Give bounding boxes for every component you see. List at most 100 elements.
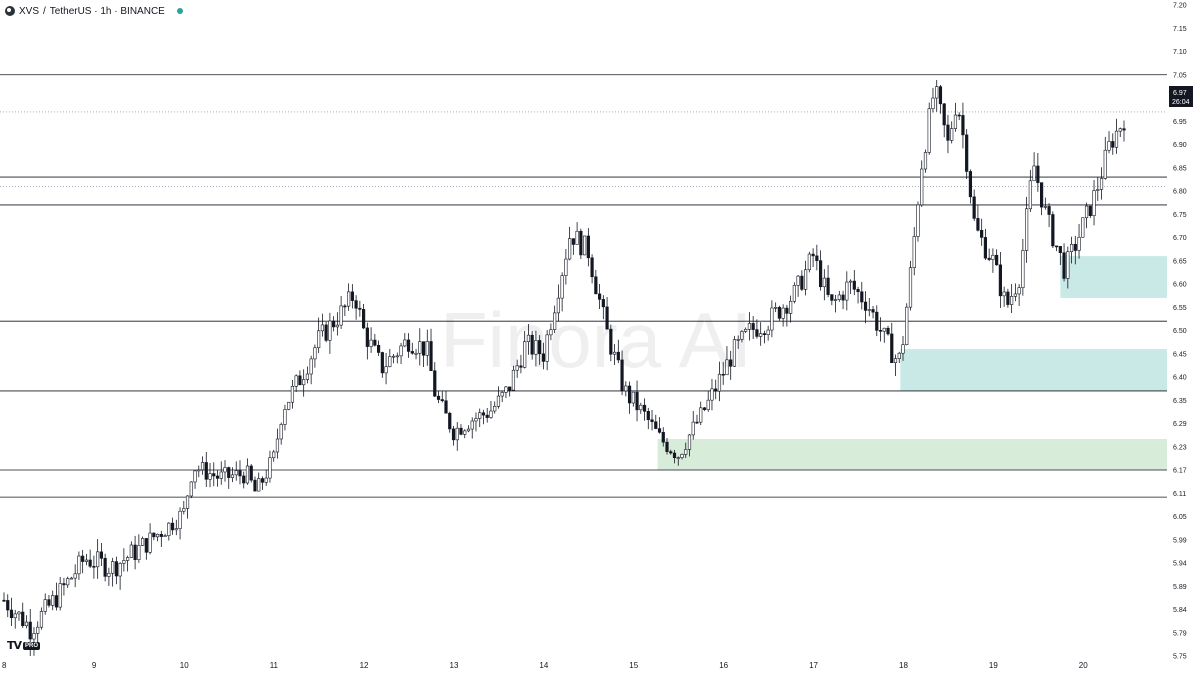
time-axis-label: 10 <box>180 661 189 670</box>
zone-green-lower[interactable] <box>657 439 1167 470</box>
candle-body <box>354 300 358 309</box>
candle-body <box>1088 205 1092 216</box>
candle-body <box>227 467 231 478</box>
candle-body <box>676 457 680 459</box>
candle-body <box>871 309 875 313</box>
candle-body <box>942 103 946 126</box>
candle-body <box>519 365 523 368</box>
candle-body <box>957 114 961 117</box>
candle-body <box>508 386 512 391</box>
zone-teal-upper[interactable] <box>1060 256 1167 298</box>
candle-body <box>972 196 976 219</box>
candle-body <box>21 611 25 627</box>
symbol-details: TetherUS · 1h · BINANCE <box>49 5 165 17</box>
time-axis[interactable]: 8 9 10 11 12 13 14 15 16 17 18 19 20 <box>2 661 1088 670</box>
price-axis-label: 5.79 <box>1173 630 1187 637</box>
candle-body <box>152 532 156 538</box>
candle-body <box>912 236 916 269</box>
candle-body <box>317 330 321 349</box>
candle-body <box>605 306 609 330</box>
candle-body <box>358 307 362 310</box>
candle-body <box>1114 130 1119 148</box>
candle-body <box>163 535 167 538</box>
candle-body <box>950 128 954 141</box>
candle-body <box>466 428 471 432</box>
candle-body <box>189 481 193 497</box>
candle-body <box>391 355 396 358</box>
price-axis-label: 7.15 <box>1173 26 1187 33</box>
zones-layer <box>657 256 1167 470</box>
candle-body <box>182 508 186 512</box>
candle-body <box>725 359 729 376</box>
candle-body <box>129 544 133 558</box>
candle-body <box>380 352 384 374</box>
xvs-logo-icon <box>5 6 15 16</box>
candle-body <box>639 404 643 411</box>
candle-body <box>523 341 527 368</box>
candle-body <box>534 340 538 355</box>
candle-body <box>474 418 478 422</box>
price-axis[interactable]: 7.207.157.107.057.006.956.906.856.806.75… <box>1173 3 1187 675</box>
candle-body <box>635 391 639 411</box>
candle-body <box>1043 206 1047 208</box>
candle-body <box>1118 128 1122 132</box>
candle-body <box>680 454 684 458</box>
price-axis-label: 6.90 <box>1173 142 1187 149</box>
candle-body <box>1006 291 1010 305</box>
candle-body <box>62 583 66 586</box>
candle-body <box>399 345 403 357</box>
candle-body <box>384 366 388 374</box>
candle-body <box>867 309 871 311</box>
candle-body <box>908 267 913 308</box>
candle-body <box>586 235 590 259</box>
candle-body <box>822 277 826 288</box>
candle-body <box>436 395 441 400</box>
price-axis-label: 6.80 <box>1173 189 1187 196</box>
candle-body <box>987 257 991 260</box>
candle-body <box>759 333 763 337</box>
pro-badge: PRO <box>23 641 41 650</box>
zone-teal-mid[interactable] <box>900 349 1167 391</box>
candle-body <box>148 532 152 553</box>
price-axis-label: 6.60 <box>1173 282 1187 289</box>
candle-body <box>556 297 560 314</box>
candle-body <box>234 470 238 476</box>
candle-body <box>785 307 789 314</box>
candle-body <box>17 611 21 615</box>
candle-body <box>657 428 662 433</box>
candle-body <box>1084 205 1089 219</box>
candle-body <box>32 633 36 640</box>
price-axis-label: 6.85 <box>1173 165 1187 172</box>
candle-body <box>920 168 924 206</box>
candle-body <box>575 230 579 245</box>
candle-body <box>923 152 928 170</box>
candle-body <box>2 599 6 602</box>
candle-body <box>369 339 373 347</box>
candle-body <box>815 255 819 261</box>
candle-body <box>230 474 235 478</box>
tradingview-logo[interactable]: TV PRO <box>7 639 41 652</box>
candle-body <box>107 572 111 577</box>
candle-body <box>103 557 107 577</box>
candle-body <box>200 462 205 471</box>
candle-body <box>418 341 422 354</box>
candle-body <box>968 171 973 198</box>
candle-body <box>1032 165 1036 182</box>
price-axis-label: 6.50 <box>1173 328 1187 335</box>
candle-body <box>361 309 366 329</box>
candle-body <box>1010 296 1014 305</box>
candle-body <box>6 600 10 611</box>
candle-body <box>807 253 811 271</box>
candle-body <box>702 407 707 410</box>
candle-body <box>339 305 343 326</box>
candle-body <box>245 465 250 484</box>
symbol-header[interactable]: XVS / TetherUS · 1h · BINANCE <box>5 4 183 18</box>
candle-body <box>410 351 414 354</box>
price-axis-label: 5.84 <box>1173 607 1187 614</box>
candle-body <box>545 334 549 362</box>
candle-body <box>36 626 40 634</box>
time-axis-label: 13 <box>450 661 459 670</box>
candle-body <box>751 323 755 330</box>
candle-body <box>204 462 208 480</box>
